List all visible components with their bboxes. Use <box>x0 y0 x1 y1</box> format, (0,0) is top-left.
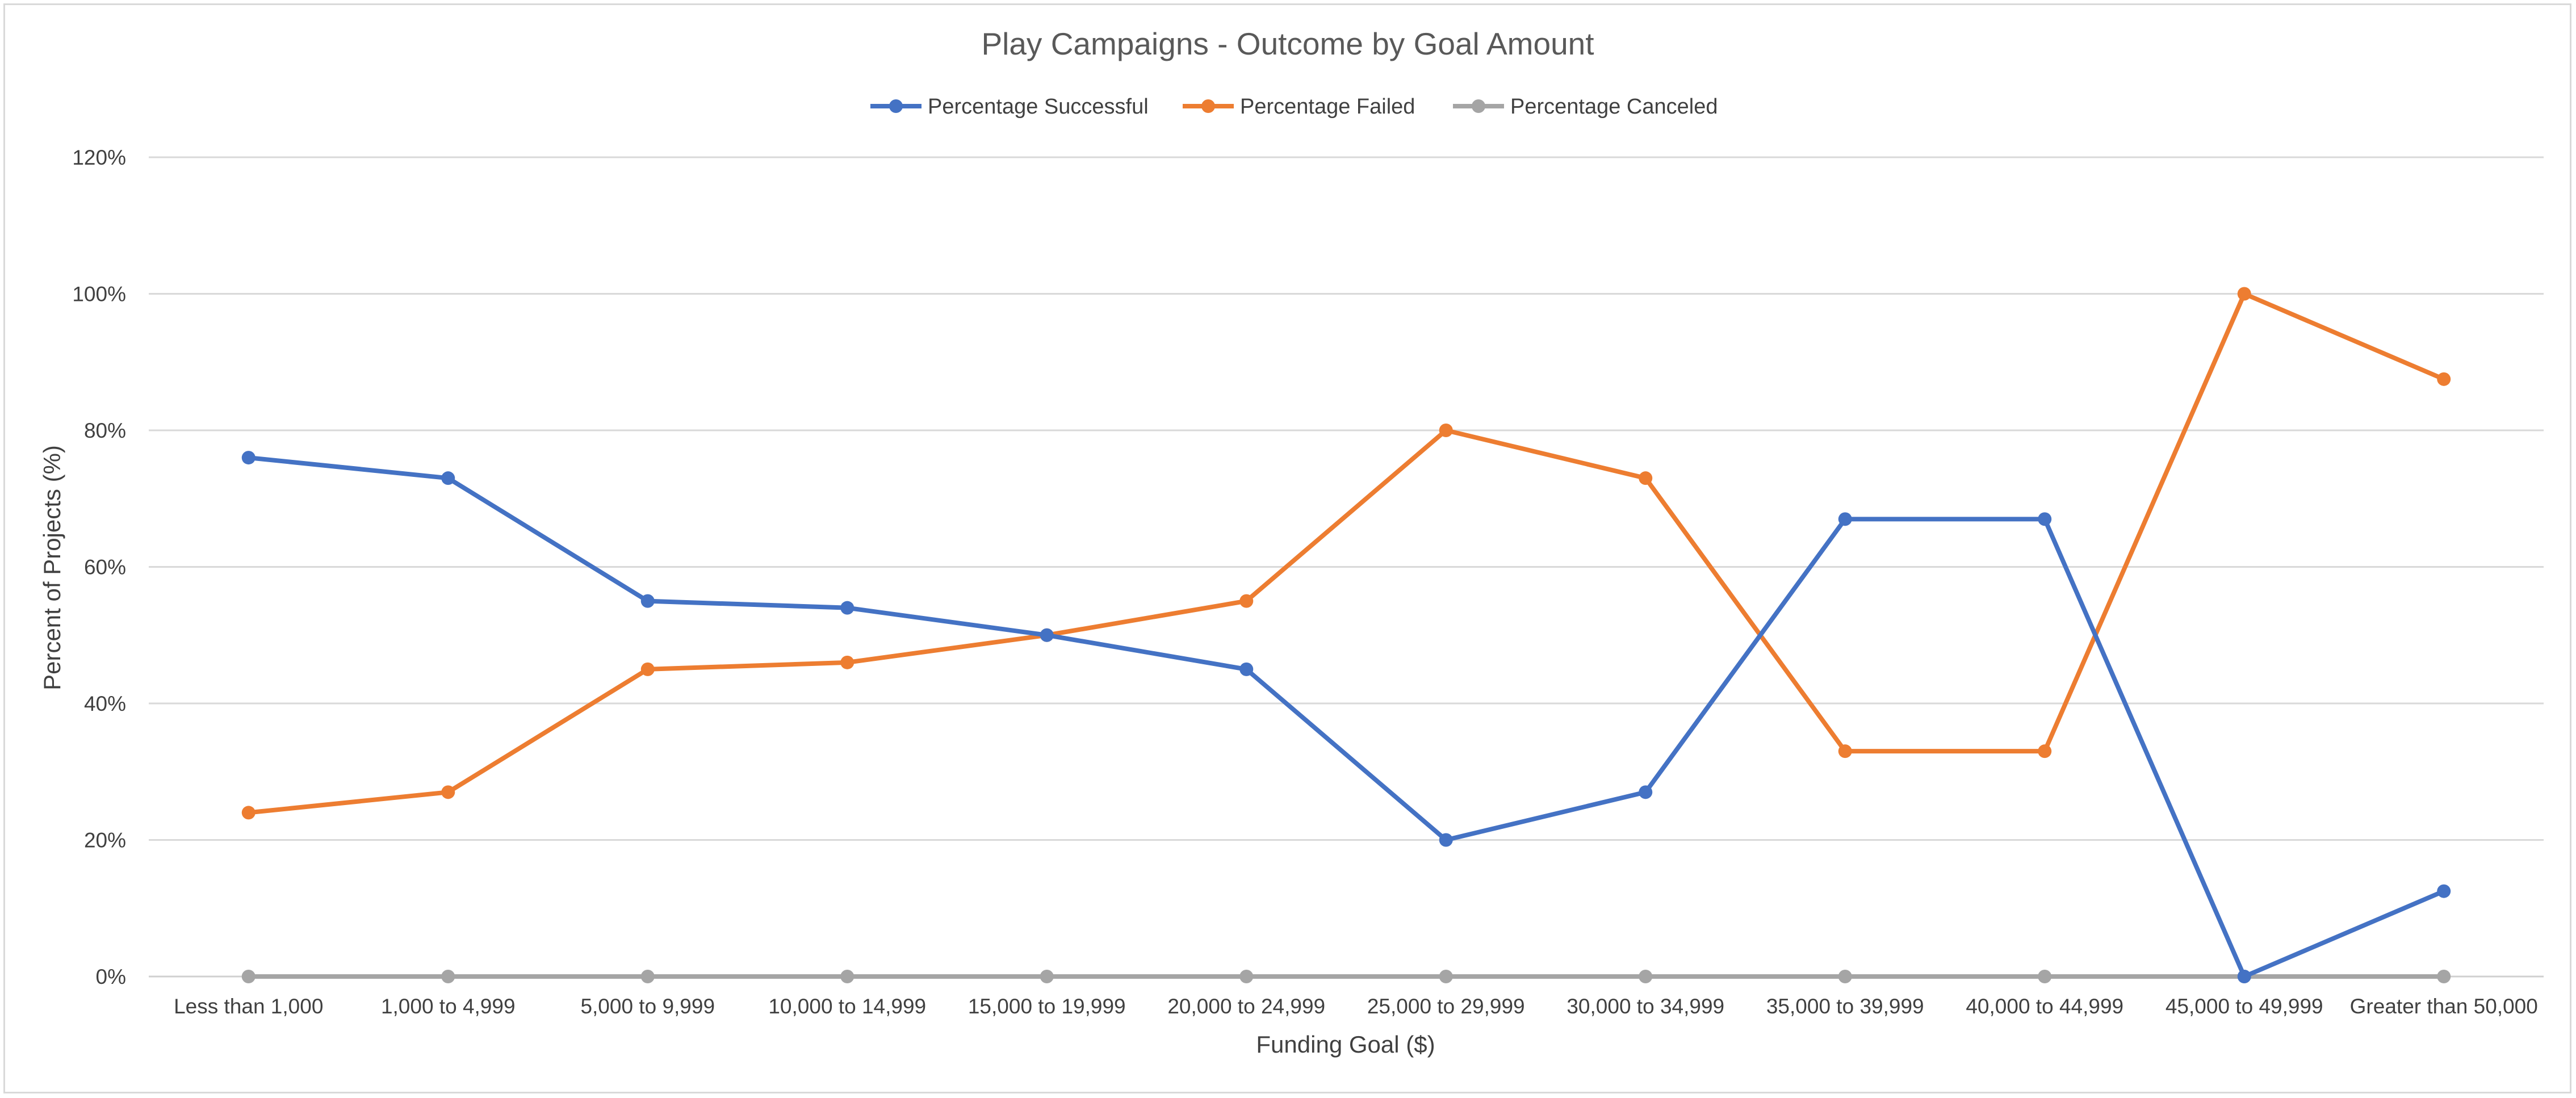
data-point <box>1239 594 1254 608</box>
x-tick-label: 10,000 to 14,999 <box>768 995 926 1018</box>
data-point <box>1838 512 1852 526</box>
y-tick-label: 100% <box>72 283 126 306</box>
x-tick-label: Greater than 50,000 <box>2350 995 2538 1018</box>
data-point <box>241 970 255 983</box>
data-point <box>1838 970 1852 983</box>
data-point <box>1439 424 1453 437</box>
data-point <box>840 970 855 983</box>
data-point <box>1639 471 1653 485</box>
legend-item: Percentage Successful <box>870 95 1149 119</box>
y-tick-label: 80% <box>84 419 126 442</box>
x-tick-label: 1,000 to 4,999 <box>381 995 516 1018</box>
data-point <box>2437 970 2451 983</box>
x-tick-label: 5,000 to 9,999 <box>580 995 715 1018</box>
y-axis-title: Percent of Projects (%) <box>39 445 65 690</box>
legend: Percentage Successful Percentage Failed Pe… <box>870 95 1718 119</box>
data-point <box>1040 628 1054 642</box>
legend-dot-marker <box>889 99 903 113</box>
data-point <box>640 970 655 983</box>
y-tick-label: 0% <box>96 965 126 988</box>
series-percentage-failed <box>241 287 2451 820</box>
series-lines <box>241 287 2451 983</box>
data-point <box>441 471 455 485</box>
x-tick-label: 15,000 to 19,999 <box>968 995 1126 1018</box>
data-point <box>2038 744 2052 758</box>
data-point <box>2038 512 2052 526</box>
data-point <box>640 662 655 676</box>
legend-item: Percentage Failed <box>1183 95 1415 119</box>
x-tick-label: 45,000 to 49,999 <box>2165 995 2323 1018</box>
data-point <box>1439 970 1453 983</box>
chart-title: Play Campaigns - Outcome by Goal Amount <box>981 26 1594 61</box>
data-point <box>1439 833 1453 847</box>
series-percentage-successful <box>241 451 2451 983</box>
x-axis-ticks: Less than 1,000 1,000 to 4,999 5,000 to 9,… <box>174 995 2538 1018</box>
data-point <box>2237 287 2251 301</box>
legend-item: Percentage Canceled <box>1453 95 1718 119</box>
series-line <box>246 455 2447 979</box>
series-line <box>246 291 2447 815</box>
data-point <box>1239 970 1254 983</box>
legend-label: Percentage Canceled <box>1510 95 1718 119</box>
x-tick-label: 25,000 to 29,999 <box>1367 995 1525 1018</box>
x-tick-label: 40,000 to 44,999 <box>1966 995 2123 1018</box>
data-point <box>2038 970 2052 983</box>
data-point <box>1239 662 1254 676</box>
x-axis-title: Funding Goal ($) <box>1256 1031 1435 1058</box>
data-point <box>840 601 855 615</box>
y-axis-ticks: 0% 20% 40% 60% 80% 100% 120% <box>72 146 126 988</box>
data-point <box>241 806 255 820</box>
data-point <box>2437 372 2451 386</box>
y-tick-label: 20% <box>84 829 126 852</box>
legend-dot-marker <box>1472 99 1485 113</box>
legend-label: Percentage Failed <box>1240 95 1415 119</box>
chart-frame <box>3 3 2571 1093</box>
x-tick-label: 30,000 to 34,999 <box>1566 995 1724 1018</box>
data-point <box>441 970 455 983</box>
series-percentage-canceled <box>241 970 2451 983</box>
data-point <box>2237 970 2251 983</box>
data-point <box>640 594 655 608</box>
gridlines <box>149 156 2544 978</box>
data-point <box>441 785 455 799</box>
data-point <box>1639 785 1653 799</box>
x-tick-label: 20,000 to 24,999 <box>1167 995 1325 1018</box>
x-tick-label: Less than 1,000 <box>174 995 323 1018</box>
data-point <box>241 451 255 465</box>
data-point <box>1639 970 1653 983</box>
data-point <box>2437 884 2451 898</box>
data-point <box>1838 744 1852 758</box>
legend-label: Percentage Successful <box>928 95 1149 119</box>
y-tick-label: 120% <box>72 146 126 169</box>
data-point <box>840 655 855 669</box>
x-tick-label: 35,000 to 39,999 <box>1766 995 1924 1018</box>
y-tick-label: 60% <box>84 556 126 579</box>
legend-dot-marker <box>1201 99 1215 113</box>
data-point <box>1040 970 1054 983</box>
y-tick-label: 40% <box>84 692 126 715</box>
